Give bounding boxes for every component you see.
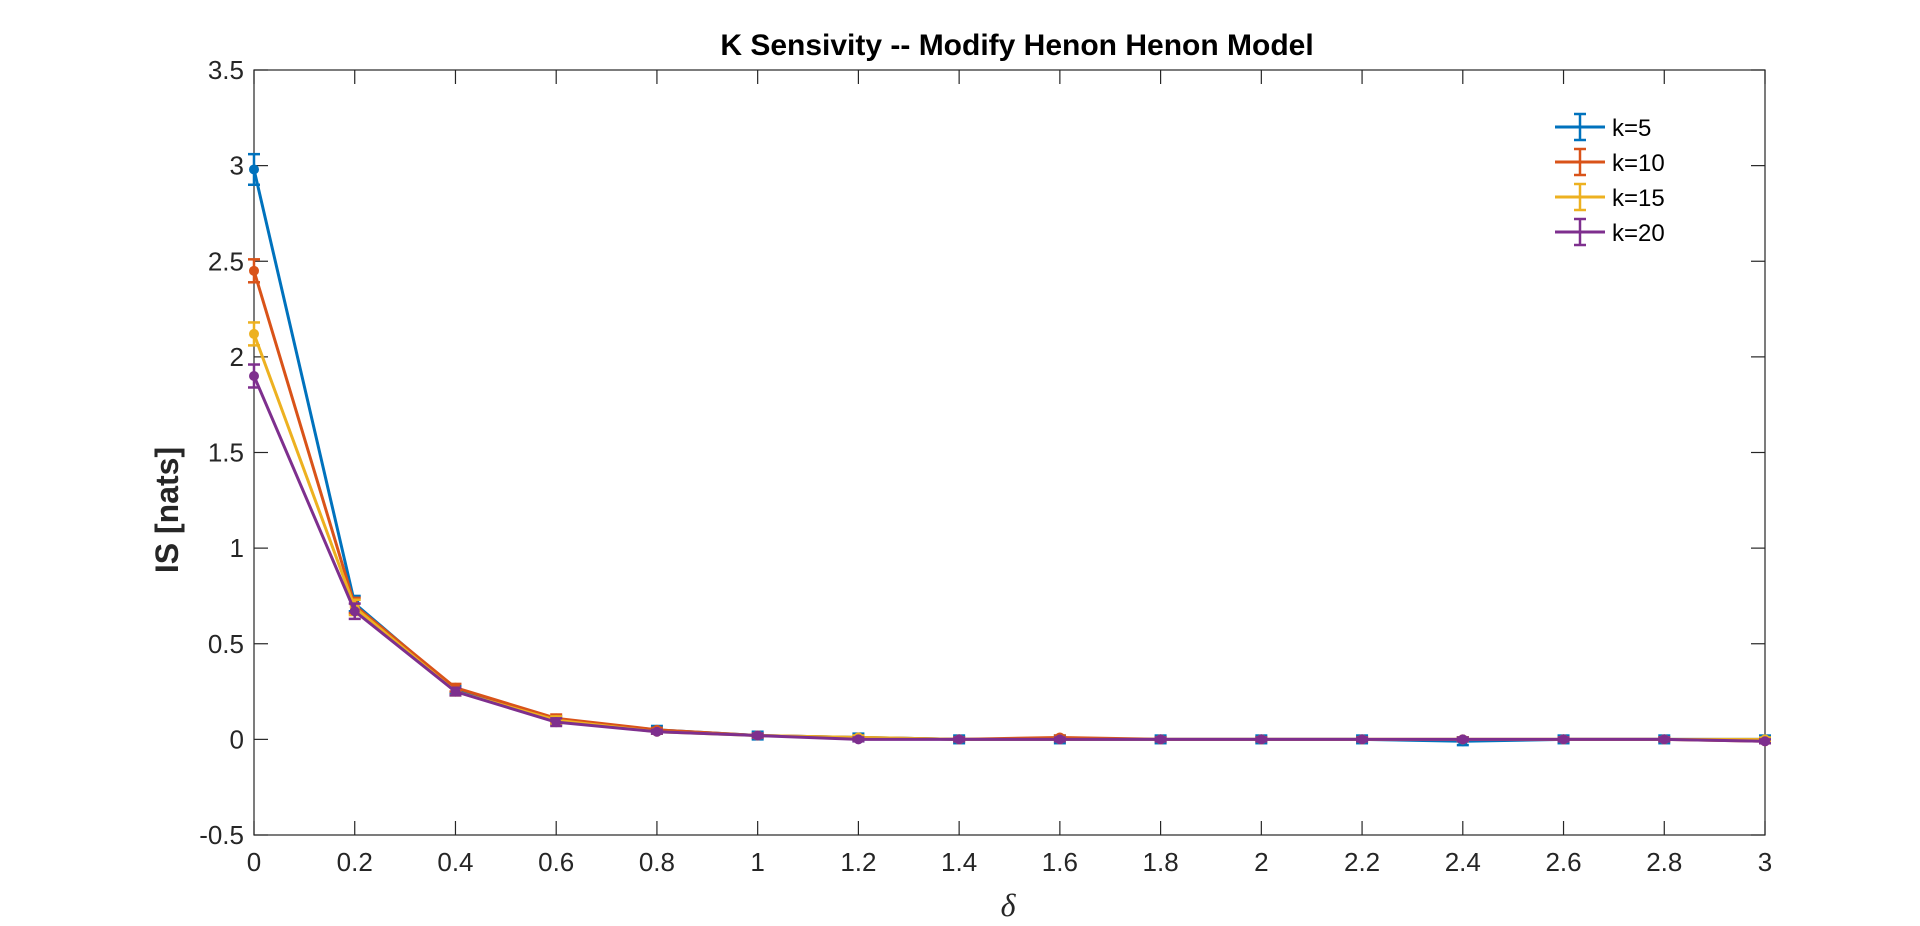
y-tick-label: 3.5 (208, 55, 244, 85)
x-tick-label: 1.4 (941, 847, 977, 877)
x-tick-label: 0.6 (538, 847, 574, 877)
x-tick-label: 2.8 (1646, 847, 1682, 877)
x-tick-label: 1.6 (1042, 847, 1078, 877)
data-point (853, 734, 864, 745)
plot-area: 0 0.2 0.4 0.6 0.8 1 1.2 1.4 1.6 1.8 2 2.2 2.4 2.6 2.8 3… (199, 55, 1772, 877)
x-tick-label: 2 (1254, 847, 1268, 877)
data-point (1558, 734, 1569, 745)
x-tick-label: 0.8 (639, 847, 675, 877)
x-tick-label: 1.2 (840, 847, 876, 877)
y-axis-label: IS [nats] (149, 447, 185, 573)
x-tick-label: 3 (1758, 847, 1772, 877)
chart-title: K Sensivity -- Modify Henon Henon Model (720, 29, 1313, 62)
x-tick-label: 0.4 (437, 847, 473, 877)
data-point (450, 686, 461, 697)
legend: k=5 k=10 k=15 k=20 (1555, 112, 1665, 247)
x-axis-label: δ (1001, 887, 1017, 923)
data-point (752, 730, 763, 741)
legend-label: k=5 (1612, 115, 1651, 142)
legend-label: k=20 (1612, 220, 1665, 247)
data-point (1760, 736, 1770, 747)
series-line (252, 375, 1766, 743)
series-k=20 (248, 363, 1771, 747)
x-tick-label: 1.8 (1143, 847, 1179, 877)
data-point (1659, 734, 1670, 745)
data-point (1357, 734, 1368, 745)
y-tick-label: 2.5 (208, 246, 244, 276)
x-tick-label: 1 (750, 847, 764, 877)
y-tick-label: 0.5 (208, 629, 244, 659)
data-point (249, 164, 259, 175)
y-tick-label: 1 (230, 533, 244, 563)
x-tick-label: 2.2 (1344, 847, 1380, 877)
data-point (1155, 734, 1166, 745)
data-point (954, 734, 965, 745)
data-point (1054, 734, 1065, 745)
legend-item: k=5 (1555, 112, 1651, 142)
y-tick-label: 3 (230, 151, 244, 181)
data-point (651, 726, 662, 737)
legend-item: k=15 (1555, 182, 1665, 212)
x-tick-label: 0.2 (337, 847, 373, 877)
data-point (1256, 734, 1267, 745)
y-tick-label: 2 (230, 342, 244, 372)
data-point (1457, 734, 1468, 745)
legend-label: k=10 (1612, 150, 1665, 177)
x-tick-label: 0 (247, 847, 261, 877)
y-tick-label: 0 (230, 724, 244, 754)
y-tick-label: -0.5 (199, 820, 244, 850)
y-tick-label: 1.5 (208, 438, 244, 468)
data-point (551, 717, 562, 728)
data-point (249, 265, 259, 276)
data-point (249, 328, 259, 339)
data-point (349, 606, 360, 617)
x-tick-label: 2.4 (1445, 847, 1481, 877)
legend-item: k=20 (1555, 217, 1665, 247)
legend-item: k=10 (1555, 147, 1665, 177)
x-tick-label: 2.6 (1545, 847, 1581, 877)
data-point (249, 371, 259, 381)
legend-label: k=15 (1612, 185, 1665, 212)
